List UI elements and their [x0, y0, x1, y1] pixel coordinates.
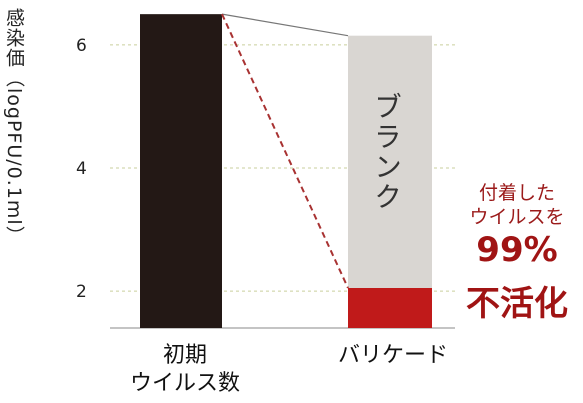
- y-tick-label: 4: [76, 159, 87, 179]
- y-tick-label: 6: [76, 36, 87, 56]
- annotation-action: 不活化: [466, 284, 568, 324]
- y-axis-label: 感染価（logPFU/0.1ml）: [3, 8, 25, 246]
- bar-blank: [348, 35, 432, 288]
- annotation-line2: ウイルスを: [469, 206, 565, 228]
- x-label-initial-line1: 初期: [162, 343, 207, 368]
- annotation-percent: 99%: [476, 230, 558, 270]
- x-label-barricade: バリケード: [318, 342, 468, 370]
- annotation-line1: 付着した: [478, 182, 555, 204]
- y-tick-label: 2: [76, 282, 87, 302]
- connector-solid-line: [221, 13, 349, 37]
- x-label-initial: 初期 ウイルス数: [110, 342, 260, 398]
- x-label-initial-line2: ウイルス数: [129, 371, 240, 396]
- bar-initial-virus: [140, 14, 222, 329]
- blank-bar-label: ブランク: [370, 92, 403, 212]
- x-label-barricade-line1: バリケード: [337, 343, 448, 368]
- y-ticks: 2 4 6: [76, 36, 87, 302]
- bar-barricade: [348, 288, 432, 328]
- connector-dashed-line: [221, 13, 349, 289]
